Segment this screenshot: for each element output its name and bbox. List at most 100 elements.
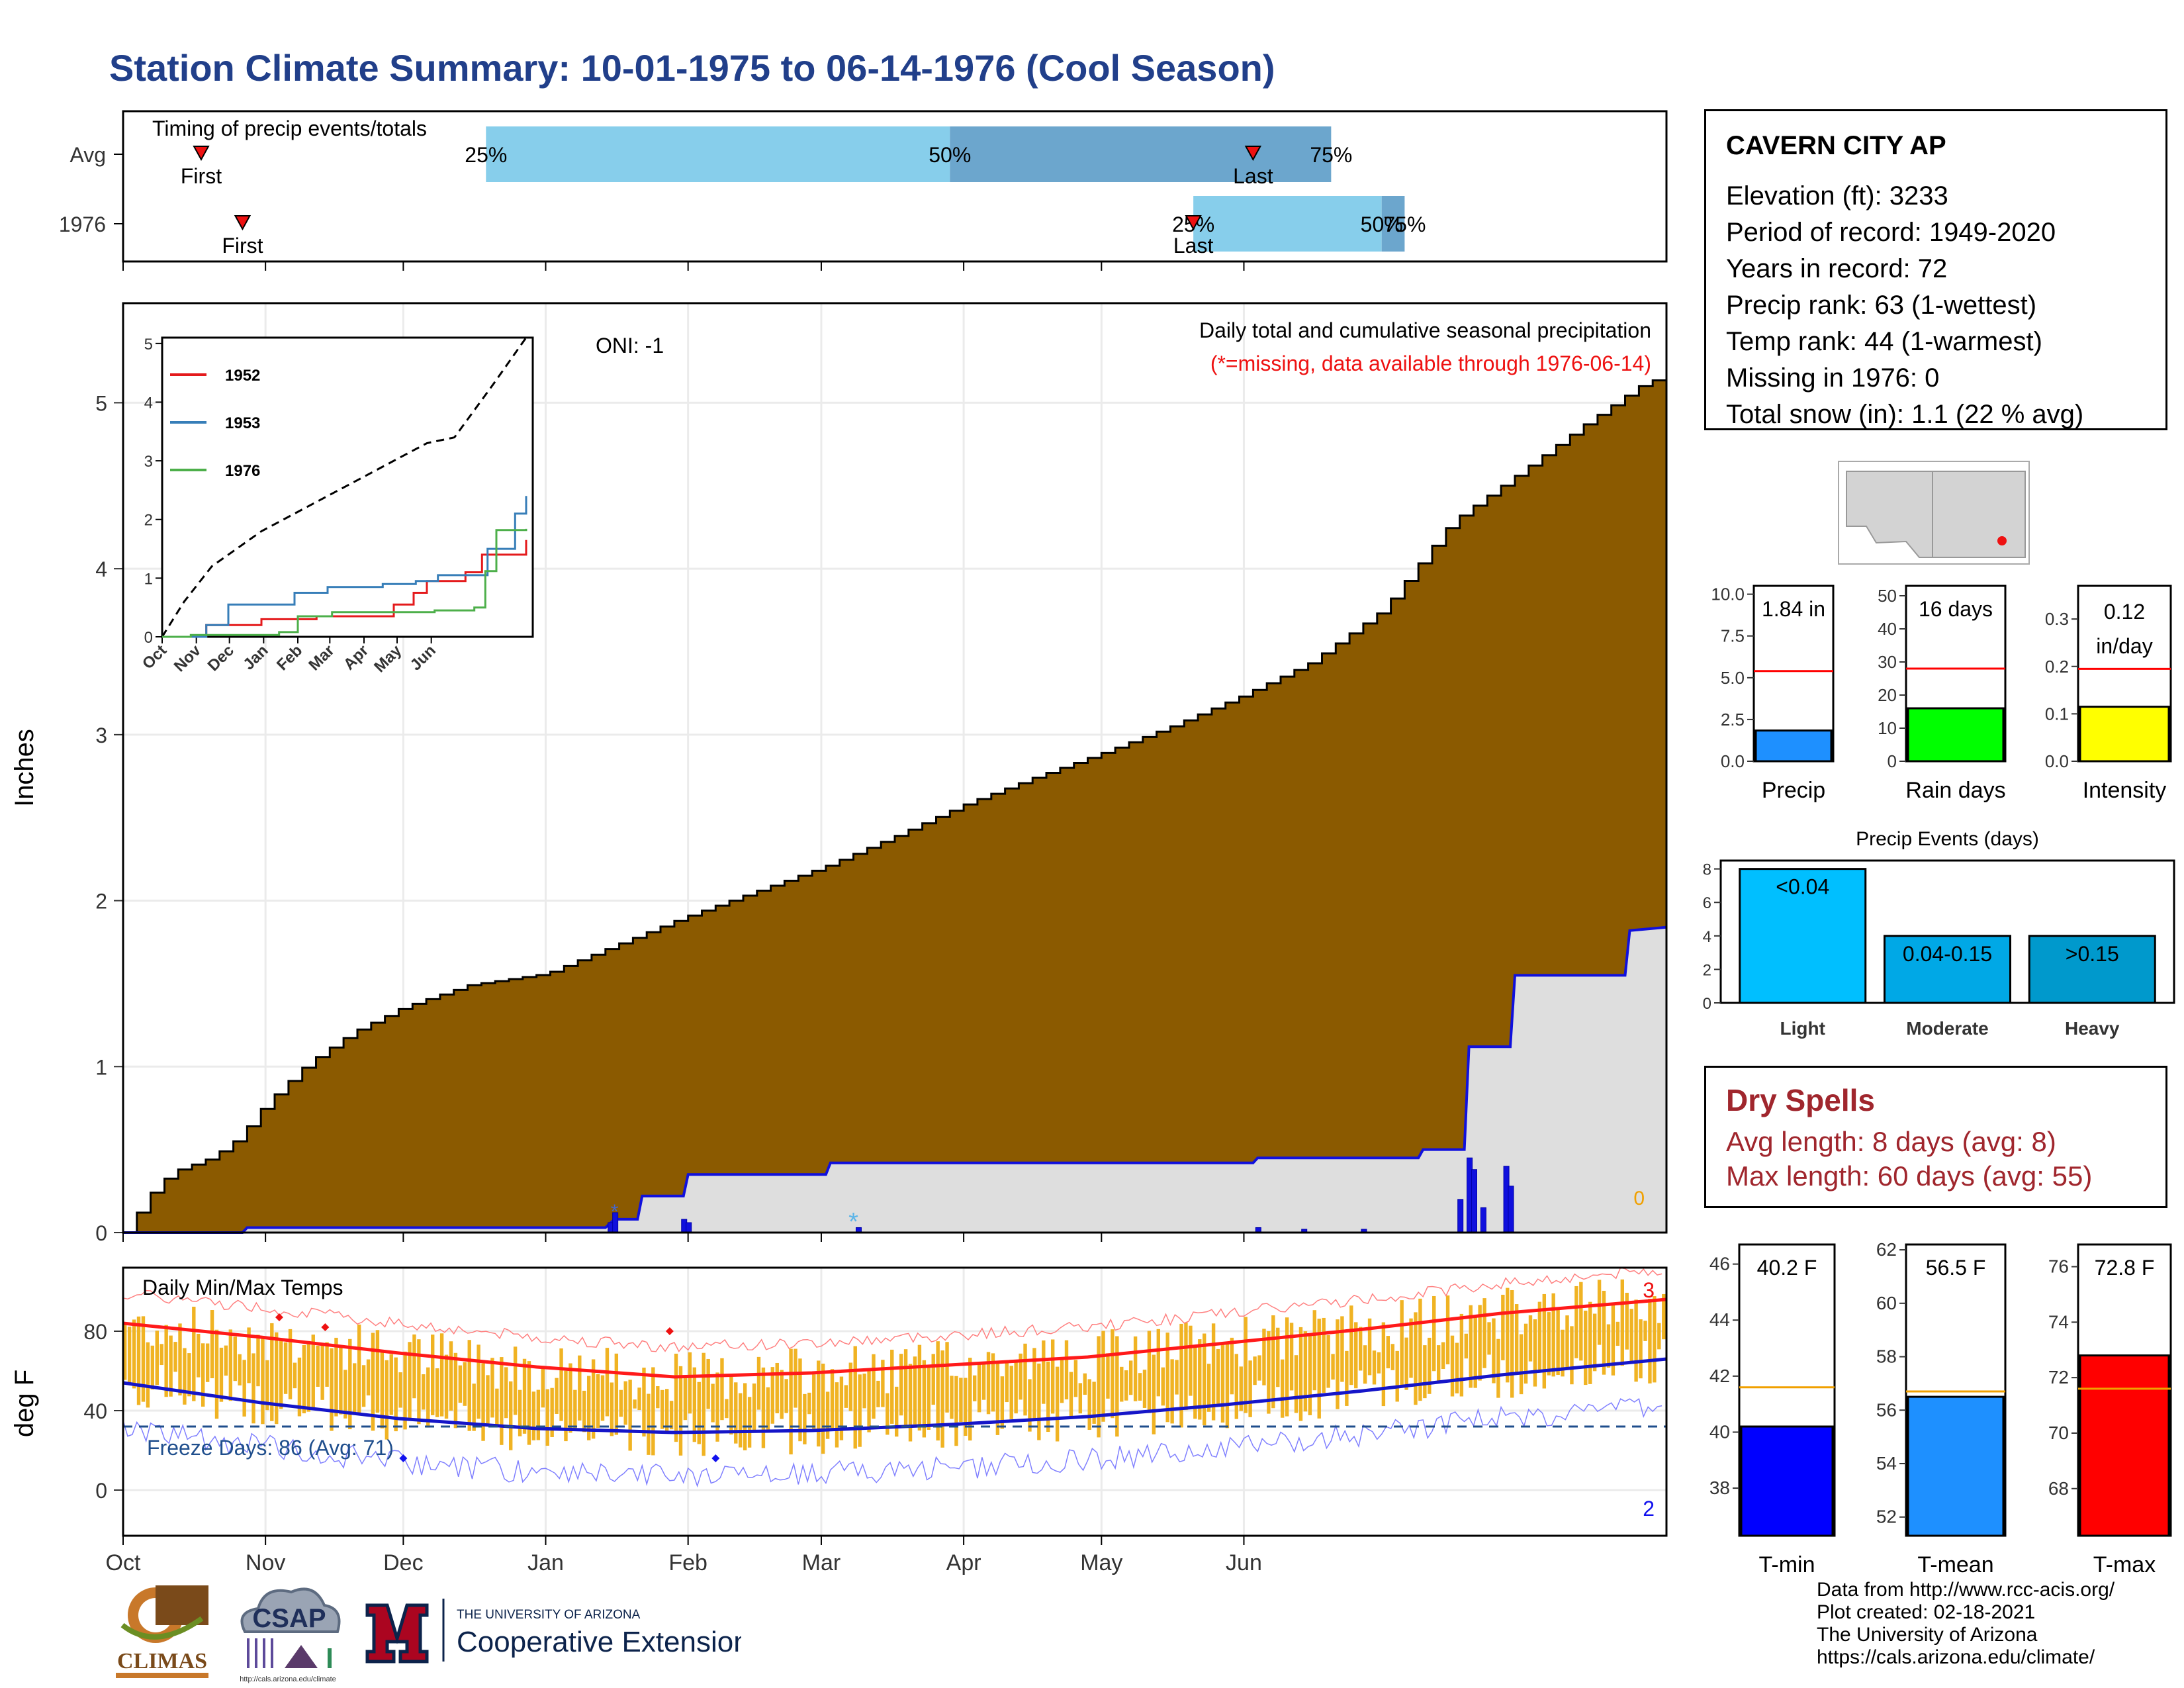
main-y-tick-label: 1 [95, 1055, 107, 1079]
temp-daily-bar [1340, 1316, 1344, 1382]
temp-daily-bar [848, 1362, 852, 1411]
temp-daily-bar [1308, 1335, 1312, 1415]
temp-daily-bar [1262, 1329, 1266, 1385]
temp-daily-bar [1064, 1340, 1069, 1399]
timing-p50-label: 50% [929, 143, 971, 167]
temp-daily-bar [1418, 1298, 1422, 1401]
temp-daily-bar [522, 1358, 527, 1434]
temp-daily-bar [569, 1363, 572, 1433]
temp-daily-bar [1551, 1293, 1555, 1377]
inset-y-tick-label: 3 [144, 453, 153, 471]
record-high-marker [321, 1323, 330, 1331]
temp-daily-bar [830, 1369, 835, 1429]
small-chart-y-tick-label: 10.0 [1711, 585, 1745, 604]
temp-daily-bar [275, 1332, 279, 1425]
small-chart-value-label: 0.12 [2104, 600, 2145, 624]
temp-daily-bar [422, 1374, 426, 1410]
temp-daily-bar [761, 1367, 766, 1448]
inset-legend-label: 1952 [225, 367, 260, 385]
temp-daily-bar [210, 1310, 214, 1379]
events-bar-heavy [2028, 935, 2156, 1004]
temp-daily-bar [197, 1333, 201, 1378]
temp-daily-bar [1492, 1318, 1496, 1383]
temp-daily-bar [1537, 1301, 1542, 1372]
temp-daily-bar [1629, 1309, 1633, 1362]
small-chart-value-bar [1907, 1395, 2005, 1537]
temp-daily-bar [228, 1329, 233, 1401]
temp-daily-bar [1179, 1323, 1183, 1428]
avg-cumulative-area [123, 374, 1668, 1234]
temp-daily-bar [895, 1386, 899, 1437]
temp-daily-bar [1611, 1302, 1615, 1376]
temp-daily-bar [1128, 1360, 1133, 1395]
small-chart-value-label: 40.2 F [1757, 1256, 1817, 1280]
temp-daily-bar [187, 1353, 191, 1397]
temp-daily-bar [674, 1353, 678, 1442]
inset-y-tick-label: 0 [144, 629, 153, 647]
temp-daily-bar [297, 1357, 302, 1417]
small-chart-y-tick-label: 60 [1876, 1293, 1897, 1313]
temp-daily-bar [1289, 1323, 1294, 1391]
small-chart-y-tick-label: 50 [1878, 586, 1897, 606]
temp-daily-bar [334, 1337, 338, 1417]
small-chart-y-tick-label: 76 [2048, 1256, 2069, 1277]
inset-panel [161, 336, 534, 638]
temp-daily-bar [1602, 1290, 1606, 1375]
temp-daily-bar [343, 1370, 347, 1419]
small-chart-y-tick-label: 30 [1878, 652, 1897, 672]
temp-daily-bar [146, 1342, 150, 1408]
temp-daily-bar [807, 1392, 811, 1415]
timing-row-label: 1976 [59, 212, 106, 236]
credit-date: Plot created: 02-18-2021 [1817, 1601, 2036, 1623]
temp-daily-bar [1579, 1282, 1583, 1361]
events-bar-moderate [1884, 935, 2011, 1004]
temp-daily-bar [361, 1365, 366, 1407]
csap-logo-text: CSAP [252, 1604, 326, 1633]
temp-title: Daily Min/Max Temps [142, 1276, 343, 1299]
temp-daily-bar [1510, 1289, 1514, 1398]
temp-daily-bar [1000, 1376, 1005, 1429]
temp-daily-bar [1441, 1342, 1445, 1370]
temp-daily-bar [426, 1367, 430, 1428]
station-elevation: Elevation (ft): 3233 [1726, 181, 1948, 211]
temp-daily-bar [265, 1360, 269, 1411]
dry-spells-title: Dry Spells [1726, 1083, 1875, 1117]
small-chart-y-tick-label: 5.0 [1721, 668, 1745, 688]
temp-daily-bar [1014, 1362, 1018, 1414]
temp-daily-bar [1390, 1344, 1394, 1370]
daily-precip-bar [686, 1222, 692, 1233]
temp-daily-bar [1189, 1325, 1193, 1396]
temp-daily-bar [224, 1345, 228, 1376]
events-y-tick-label: 4 [1703, 928, 1711, 946]
temp-daily-bar [664, 1389, 669, 1434]
temp-daily-bar [784, 1379, 788, 1413]
temp-daily-bar [1331, 1354, 1335, 1380]
temp-daily-bar [1285, 1317, 1289, 1417]
temp-daily-bar [959, 1378, 963, 1423]
temp-panel-border [122, 1266, 1668, 1537]
temp-daily-bar [1055, 1366, 1060, 1442]
temp-daily-bar [752, 1383, 756, 1431]
small-chart-y-tick-label: 2.5 [1721, 710, 1745, 729]
small-chart-y-tick-label: 20 [1878, 685, 1897, 705]
temp-daily-bar [283, 1342, 288, 1394]
station-map-icon [1838, 461, 2030, 565]
temp-daily-bar [214, 1329, 219, 1419]
temp-daily-bar [867, 1369, 871, 1432]
events-bar-value-label: 0.04-0.15 [1903, 942, 1992, 966]
temp-daily-bar [1005, 1361, 1009, 1403]
temp-daily-bar [127, 1327, 132, 1383]
temp-daily-bar [1170, 1359, 1174, 1424]
temp-daily-bar [380, 1351, 385, 1429]
month-label-may: May [1080, 1550, 1122, 1575]
temp-daily-bar [1514, 1304, 1519, 1374]
ua-logo-icon: THE UNIVERSITY OF ARIZONA Cooperative Ex… [365, 1599, 741, 1664]
temp-daily-bar [550, 1387, 554, 1437]
temp-daily-bar [233, 1336, 237, 1382]
inset-legend-label: 1976 [225, 462, 260, 480]
temp-daily-bar [1257, 1355, 1261, 1381]
station-name: CAVERN CITY AP [1726, 131, 1946, 160]
temp-daily-bar [325, 1342, 329, 1387]
temp-daily-bar [1322, 1317, 1326, 1393]
temp-daily-bar [1092, 1382, 1096, 1424]
